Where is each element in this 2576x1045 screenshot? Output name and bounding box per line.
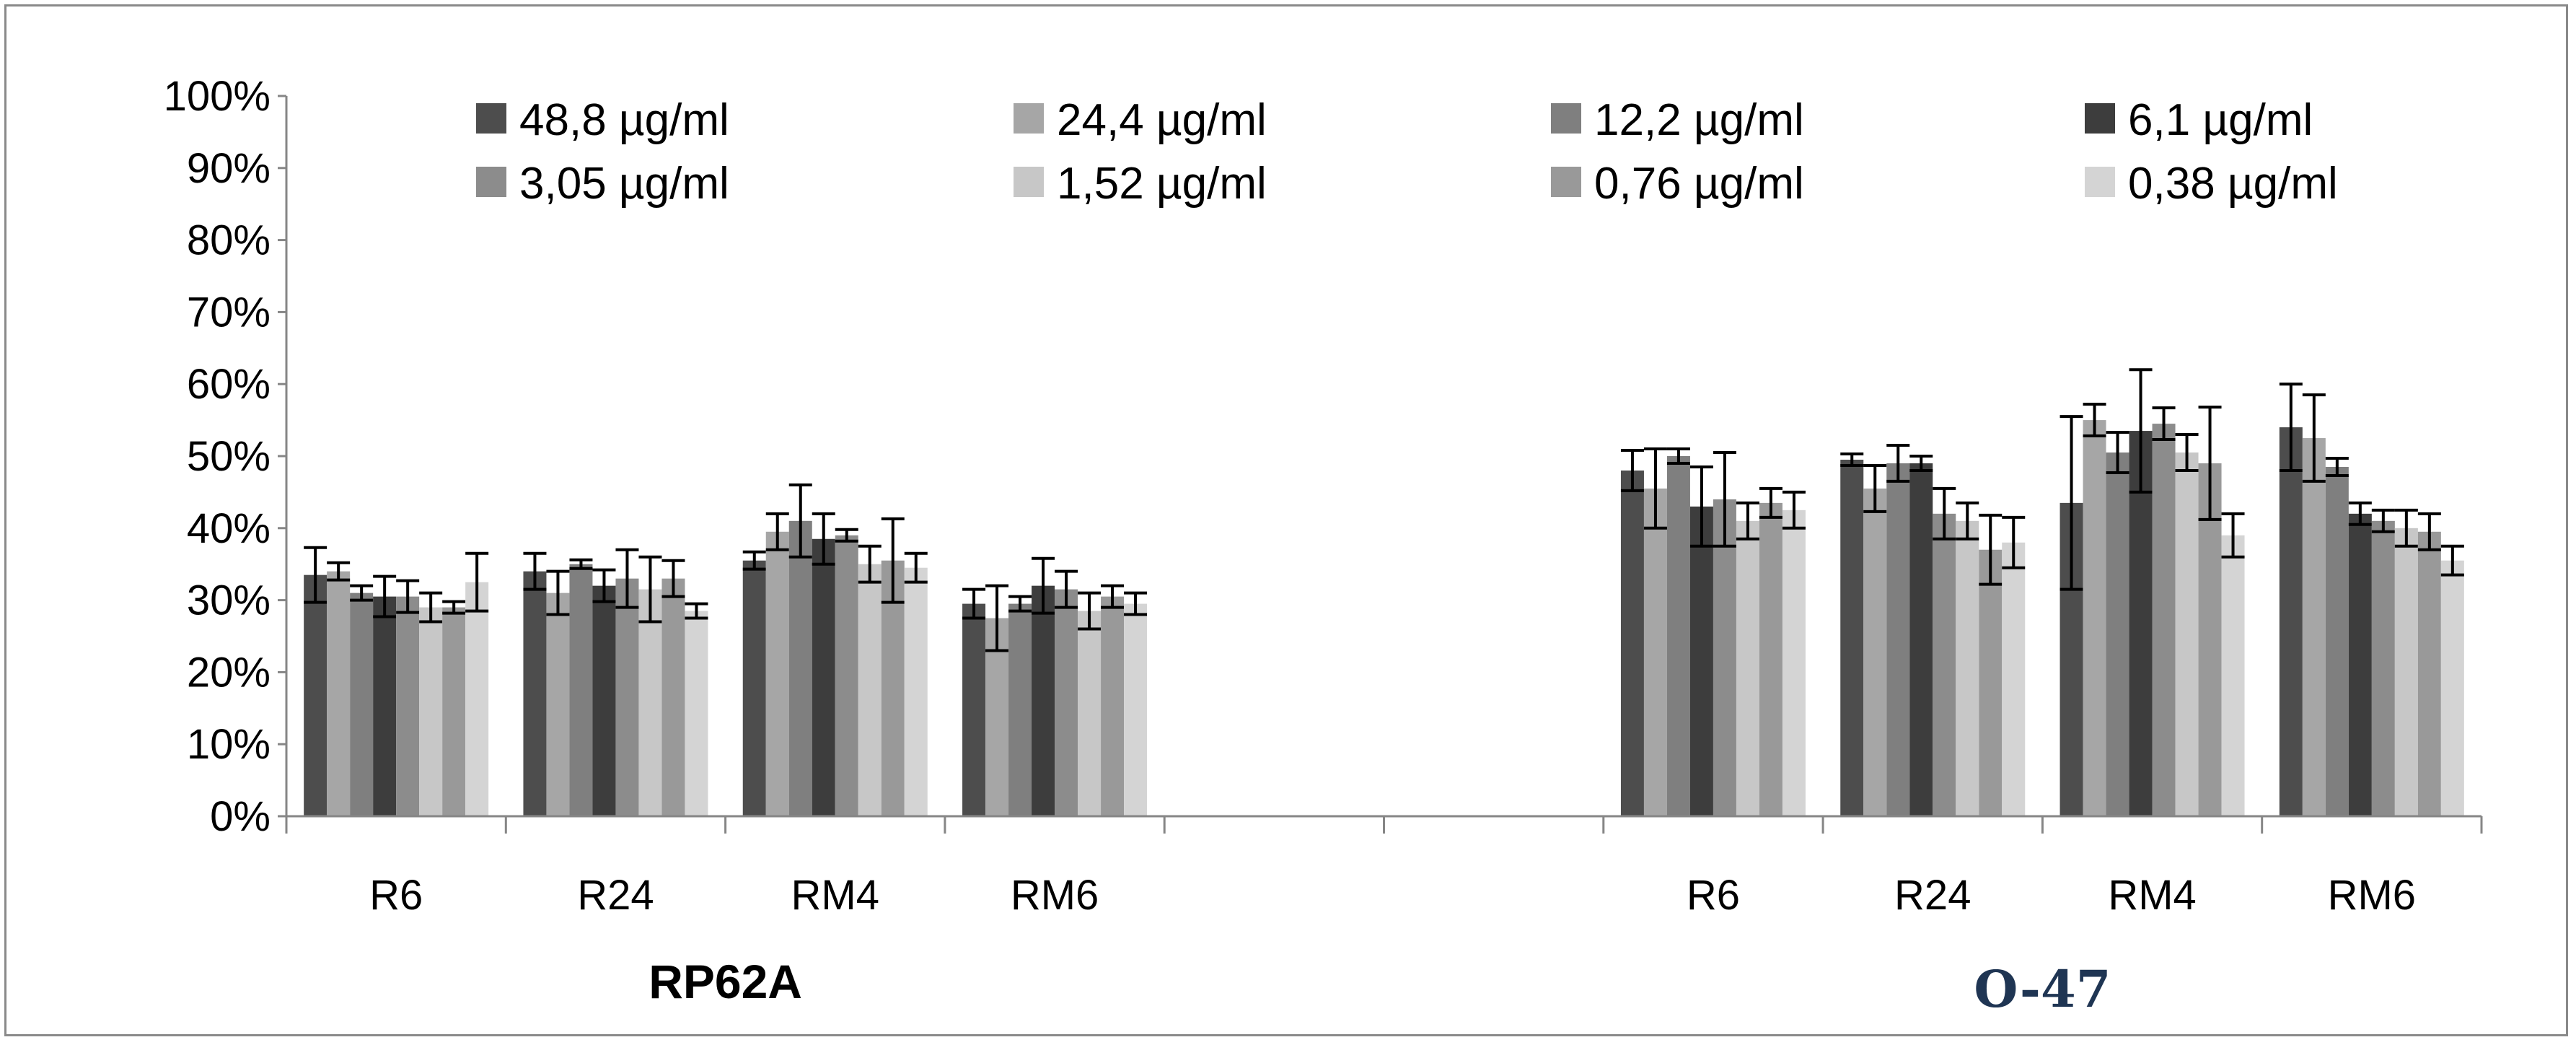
bar (1713, 499, 1736, 816)
bar (638, 589, 662, 816)
bar (1736, 520, 1759, 816)
y-tick-label: 30% (187, 577, 271, 624)
bar (2440, 560, 2464, 816)
bar (742, 560, 766, 816)
bar (350, 593, 374, 816)
bar (1124, 603, 1148, 816)
legend-label: 6,1 µg/ml (2128, 95, 2313, 145)
bar (615, 578, 639, 816)
y-tick-label: 40% (187, 505, 271, 552)
legend-swatch (2085, 167, 2115, 197)
bar (2371, 520, 2395, 816)
x-category-label: RM4 (791, 872, 879, 919)
legend-swatch (2085, 103, 2115, 134)
bar (685, 611, 708, 816)
bar (2152, 424, 2176, 816)
y-tick-label: 20% (187, 649, 271, 696)
bar (1886, 463, 1910, 816)
x-category-label: R24 (577, 872, 654, 919)
bar (1666, 456, 1690, 816)
y-tick-label: 0% (210, 793, 271, 840)
bar (858, 564, 882, 816)
bar (2106, 452, 2129, 816)
x-category-label: RM6 (1011, 872, 1099, 919)
bar (523, 571, 547, 816)
y-tick-label: 50% (187, 433, 271, 480)
bar (442, 607, 466, 816)
bar (1008, 603, 1032, 816)
bar (1620, 470, 1644, 816)
y-tick-label: 10% (187, 721, 271, 768)
bar (373, 596, 397, 816)
legend-label: 0,76 µg/ml (1594, 159, 1804, 209)
y-tick-label: 60% (187, 361, 271, 408)
bar (2129, 431, 2153, 816)
x-category-label: R6 (369, 872, 423, 919)
bar (1933, 513, 1956, 816)
bar (569, 564, 593, 816)
bar (2221, 535, 2245, 816)
x-category-label: R6 (1687, 872, 1740, 919)
bar (788, 520, 812, 816)
legend-swatch (1014, 103, 1044, 134)
bar (1101, 596, 1125, 816)
legend-label: 3,05 µg/ml (519, 159, 729, 209)
bar (592, 585, 616, 816)
legend-label: 48,8 µg/ml (519, 95, 729, 145)
x-category-label: RM4 (2108, 872, 2196, 919)
bar (1055, 589, 1078, 816)
y-tick-label: 90% (187, 145, 271, 192)
x-category-label: RM6 (2328, 872, 2416, 919)
bar (396, 596, 420, 816)
y-tick-label: 100% (164, 73, 271, 120)
bar (1759, 502, 1782, 816)
bar (1643, 488, 1667, 816)
x-category-label: R24 (1894, 872, 1971, 919)
bar (2279, 427, 2303, 816)
bar (2198, 463, 2222, 816)
bar (2325, 466, 2349, 816)
bar (327, 571, 351, 816)
bar (1078, 611, 1102, 816)
legend-swatch (476, 167, 506, 197)
bar (1032, 585, 1055, 816)
bar (1979, 549, 2003, 816)
bar (465, 582, 489, 816)
bar (2175, 452, 2199, 816)
group-label-rp62a: RP62A (649, 955, 802, 1008)
legend-swatch (1551, 103, 1581, 134)
bar (1782, 510, 1806, 816)
group-label-o47: O-47 (1974, 959, 2111, 1019)
bar (2417, 531, 2441, 816)
y-tick-label: 80% (187, 217, 271, 264)
legend-swatch (476, 103, 506, 134)
bar (2083, 420, 2106, 816)
bar (304, 574, 328, 816)
legend-label: 1,52 µg/ml (1057, 159, 1267, 209)
bar (661, 578, 685, 816)
bar (765, 531, 789, 816)
bar (2348, 513, 2372, 816)
bar (2394, 528, 2418, 816)
legend-swatch (1014, 167, 1044, 197)
legend-label: 12,2 µg/ml (1594, 95, 1804, 145)
bar (812, 538, 835, 816)
bar (962, 603, 986, 816)
legend-label: 0,38 µg/ml (2128, 159, 2338, 209)
bar (1909, 463, 1933, 816)
bar (1689, 506, 1713, 816)
bar (835, 535, 858, 816)
y-tick-label: 70% (187, 289, 271, 336)
bar (546, 593, 570, 816)
bar (2302, 438, 2326, 816)
bar (1863, 488, 1887, 816)
legend-label: 24,4 µg/ml (1057, 95, 1267, 145)
bar (1840, 459, 1864, 816)
bar (419, 607, 443, 816)
bar (1956, 520, 1979, 816)
legend-swatch (1551, 167, 1581, 197)
bar (2002, 542, 2026, 816)
bar (904, 567, 928, 816)
